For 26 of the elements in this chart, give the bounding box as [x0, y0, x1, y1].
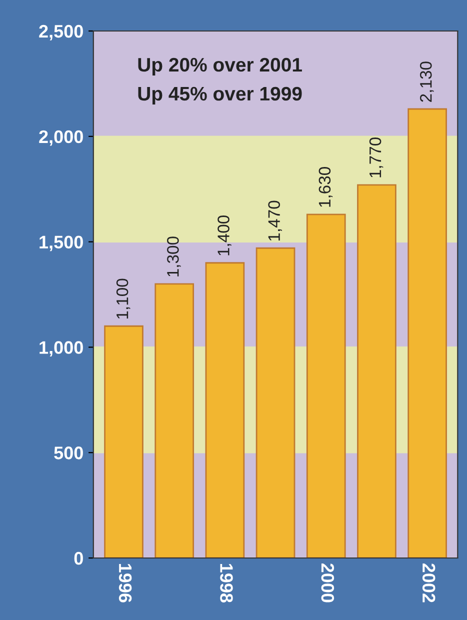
x-tick-label: 2002: [422, 563, 436, 602]
y-tick-label: 1,000: [40, 341, 83, 357]
bar: [256, 247, 296, 558]
x-tick-label: 1998: [220, 564, 233, 602]
x-tick-label: 1996: [118, 564, 132, 602]
y-tick-label: 1,500: [40, 236, 83, 252]
bar: [306, 214, 346, 558]
bar: [104, 325, 144, 558]
y-tick-label: 0: [74, 552, 83, 565]
data-label: 1,400: [218, 216, 232, 256]
bar: [205, 262, 245, 558]
y-tick-label: 500: [54, 446, 83, 460]
data-label: 1,770: [369, 138, 384, 178]
data-label: 1,630: [318, 167, 333, 207]
y-tick-label: 2,500: [39, 24, 83, 40]
bar: [154, 283, 194, 558]
annotation: Up 45% over 1999: [138, 86, 302, 104]
y-tick-label: 2,000: [39, 130, 83, 146]
data-label: 2,130: [420, 62, 434, 102]
x-tick-label: 2000: [321, 563, 334, 602]
bar: [357, 184, 396, 558]
data-label: 1,470: [268, 200, 282, 241]
bar: [408, 108, 447, 558]
data-label: 1,300: [167, 236, 181, 276]
annotation: Up 20% over 2001: [138, 58, 302, 76]
data-label: 1,100: [116, 278, 130, 319]
